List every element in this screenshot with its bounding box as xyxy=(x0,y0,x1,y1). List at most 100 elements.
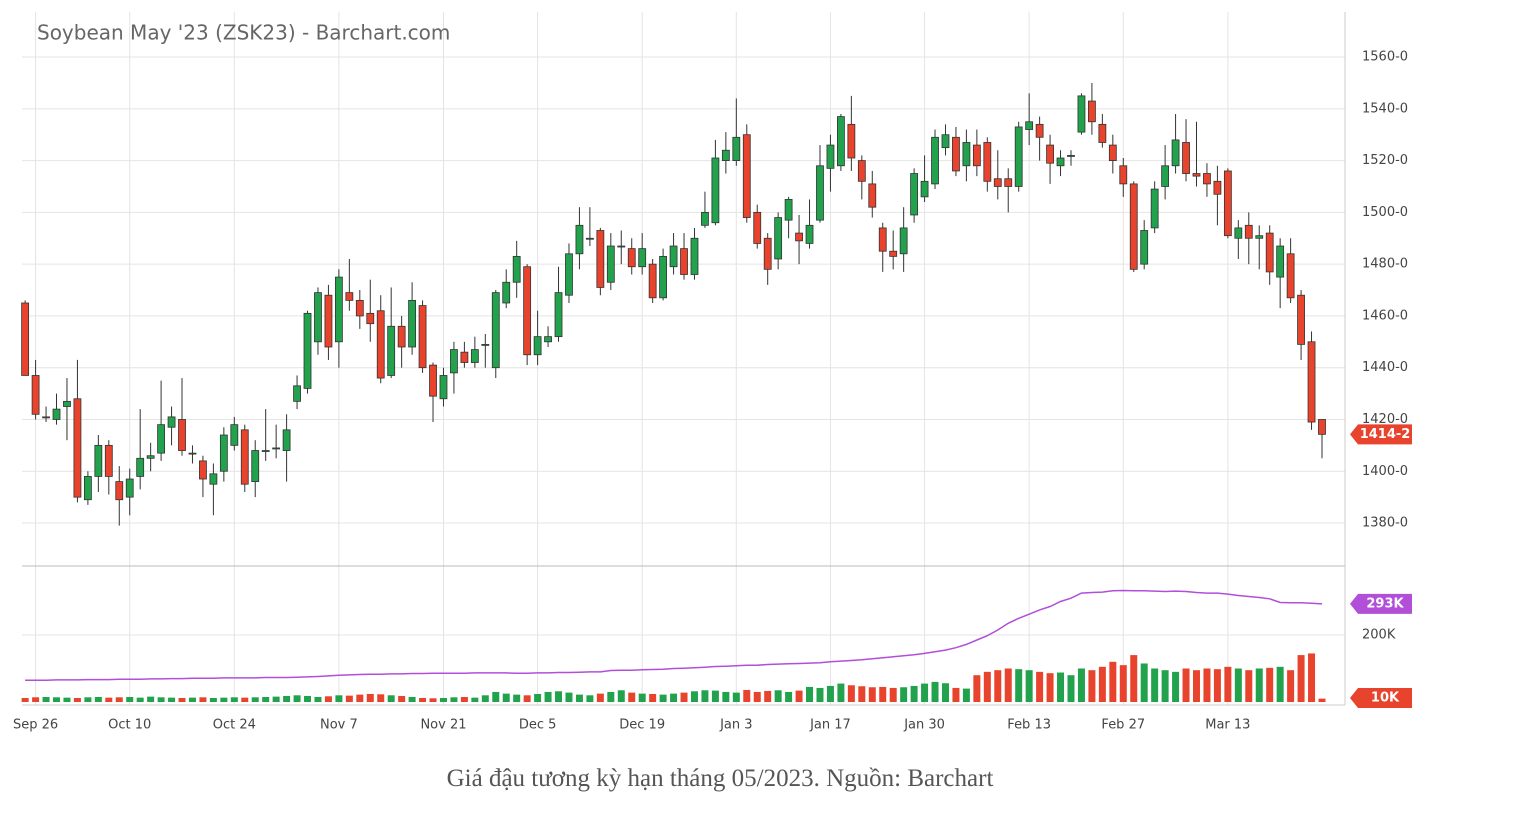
volume-bar xyxy=(230,697,238,702)
candle-body xyxy=(219,434,228,472)
volume-bar xyxy=(1057,672,1065,702)
candle-body xyxy=(199,460,207,480)
candle-body xyxy=(1014,126,1023,187)
volume-bar xyxy=(1161,670,1169,702)
background xyxy=(0,0,1516,760)
x-tick-label: Oct 10 xyxy=(108,718,151,733)
candle-body xyxy=(920,180,929,198)
volume-bar xyxy=(628,692,636,702)
candle-body xyxy=(648,263,657,299)
volume-bar xyxy=(1140,663,1148,702)
candle-body xyxy=(826,144,835,169)
candle-body xyxy=(847,123,856,159)
volume-bar xyxy=(732,692,740,702)
volume-bar xyxy=(753,691,761,702)
y-tick-label: 1480-0 xyxy=(1362,257,1408,272)
volume-bar xyxy=(419,697,427,702)
volume-bar xyxy=(607,691,615,702)
open-interest-line xyxy=(25,589,1323,681)
y-tick-label: 1560-0 xyxy=(1362,50,1408,65)
candle-body xyxy=(565,253,573,296)
candle-body xyxy=(638,248,647,268)
volume-bar xyxy=(534,693,542,702)
volume-bar xyxy=(1130,655,1138,702)
candle-body xyxy=(1213,180,1222,195)
volume-bar xyxy=(847,685,855,702)
candle-body xyxy=(188,452,197,455)
candle-body xyxy=(1234,227,1243,239)
candle-body xyxy=(63,400,71,407)
candle-body xyxy=(272,447,281,450)
candle-body xyxy=(1297,294,1305,345)
volume-bar xyxy=(492,691,500,702)
volume-bar xyxy=(1067,675,1075,702)
volume-bar xyxy=(42,696,50,702)
volume-bar xyxy=(63,697,71,702)
volume-bar xyxy=(931,681,939,702)
volume-bar xyxy=(826,685,834,702)
volume-bar xyxy=(126,696,134,702)
candle-body xyxy=(136,457,145,477)
volume-bar xyxy=(638,693,646,702)
volume-bar xyxy=(450,697,458,702)
volume-bar xyxy=(575,694,583,702)
volume-bar xyxy=(377,694,385,702)
x-tick-label: Oct 24 xyxy=(213,718,256,733)
volume-bar xyxy=(868,687,876,702)
volume-bar xyxy=(220,697,228,702)
volume-bar xyxy=(1172,671,1180,702)
volume-bar xyxy=(251,697,259,702)
chart-title: Soybean May '23 (ZSK23) - Barchart.com xyxy=(37,21,450,45)
volume-bar xyxy=(764,690,772,702)
candle-body xyxy=(397,325,406,348)
candle-body xyxy=(376,310,385,379)
volume-bar xyxy=(1234,668,1242,702)
candle-body xyxy=(1004,178,1013,187)
candle-body xyxy=(1088,100,1096,123)
volume-bar xyxy=(1192,670,1200,702)
volume-bar xyxy=(858,686,866,702)
volume-bar xyxy=(136,697,144,702)
volume-bar xyxy=(262,696,270,702)
volume-label: 10K xyxy=(1371,691,1400,706)
candle-body xyxy=(334,276,343,343)
candle-body xyxy=(701,211,709,226)
candle-body xyxy=(857,160,866,182)
volume-bar xyxy=(722,691,730,702)
candle-body xyxy=(993,178,1002,187)
volume-bar xyxy=(1213,669,1221,702)
candle-body xyxy=(1035,123,1044,138)
candle-body xyxy=(659,255,668,299)
volume-bar xyxy=(460,696,468,702)
volume-bar xyxy=(439,697,447,702)
candle-body xyxy=(1150,188,1159,229)
volume-bar xyxy=(1036,671,1044,702)
candle-body xyxy=(125,478,134,498)
caption: Giá đậu tương kỳ hạn tháng 05/2023. Nguồ… xyxy=(446,765,994,792)
candle-body xyxy=(104,444,113,477)
volume-bar xyxy=(335,695,343,702)
candle-body xyxy=(795,232,803,242)
volume-bar xyxy=(879,686,887,702)
volume-bar xyxy=(816,687,824,702)
volume-bar xyxy=(994,670,1002,702)
volume-bar xyxy=(283,695,291,702)
y-tick-label: 1380-0 xyxy=(1362,516,1408,531)
candle-body xyxy=(230,424,239,446)
candle-body xyxy=(481,343,490,346)
candle-body xyxy=(460,351,469,363)
x-tick-label: Nov 7 xyxy=(320,718,358,733)
open-interest-label: 293K xyxy=(1366,596,1404,611)
volume-bar xyxy=(481,695,489,702)
candle-body xyxy=(178,419,186,451)
volume-bar xyxy=(596,693,604,702)
candle-body xyxy=(533,336,542,356)
volume-bar xyxy=(178,697,186,702)
volume-bar xyxy=(889,687,897,702)
volume-bar xyxy=(1046,673,1054,702)
volume-bar xyxy=(659,694,667,702)
volume-bar xyxy=(147,696,155,702)
volume-bar xyxy=(345,695,353,702)
volume-bar xyxy=(1255,668,1263,702)
candle-body xyxy=(596,230,605,288)
